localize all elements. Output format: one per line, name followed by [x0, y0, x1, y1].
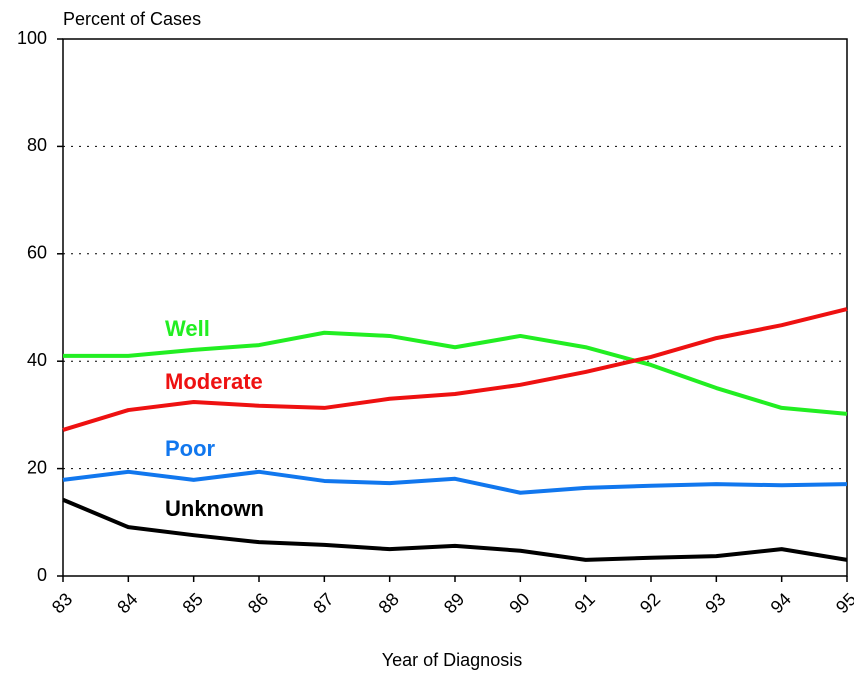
series-line: [62, 307, 848, 432]
y-tick-label: 60: [27, 243, 47, 263]
x-tick-label: 95: [832, 589, 854, 617]
y-tick-label: 40: [27, 350, 47, 370]
x-tick-label: 84: [113, 589, 141, 617]
y-axis-label: Percent of Cases: [63, 9, 201, 29]
x-tick-label: 88: [375, 589, 403, 617]
x-tick-label: 90: [505, 589, 533, 617]
y-tick-label: 0: [37, 565, 47, 585]
series-label: Well: [165, 316, 210, 341]
x-tick-label: 93: [701, 589, 729, 617]
y-tick-label: 100: [17, 28, 47, 48]
x-tick-label: 91: [571, 589, 599, 617]
y-tick-label: 80: [27, 135, 47, 155]
series-label: Unknown: [165, 496, 264, 521]
series-line: [63, 330, 848, 416]
x-tick-label: 87: [309, 589, 337, 617]
x-axis-label: Year of Diagnosis: [382, 650, 522, 670]
series-label: Poor: [165, 436, 216, 461]
series-line: [62, 497, 848, 562]
x-tick-label: 83: [48, 589, 76, 617]
x-tick-label: 89: [440, 589, 468, 617]
series-label: Moderate: [165, 369, 263, 394]
x-tick-label: 85: [179, 589, 207, 617]
x-tick-label: 86: [244, 589, 272, 617]
x-tick-label: 92: [636, 589, 664, 617]
x-tick-label: 94: [767, 589, 795, 617]
y-tick-label: 20: [27, 457, 47, 477]
series-line: [62, 469, 848, 495]
